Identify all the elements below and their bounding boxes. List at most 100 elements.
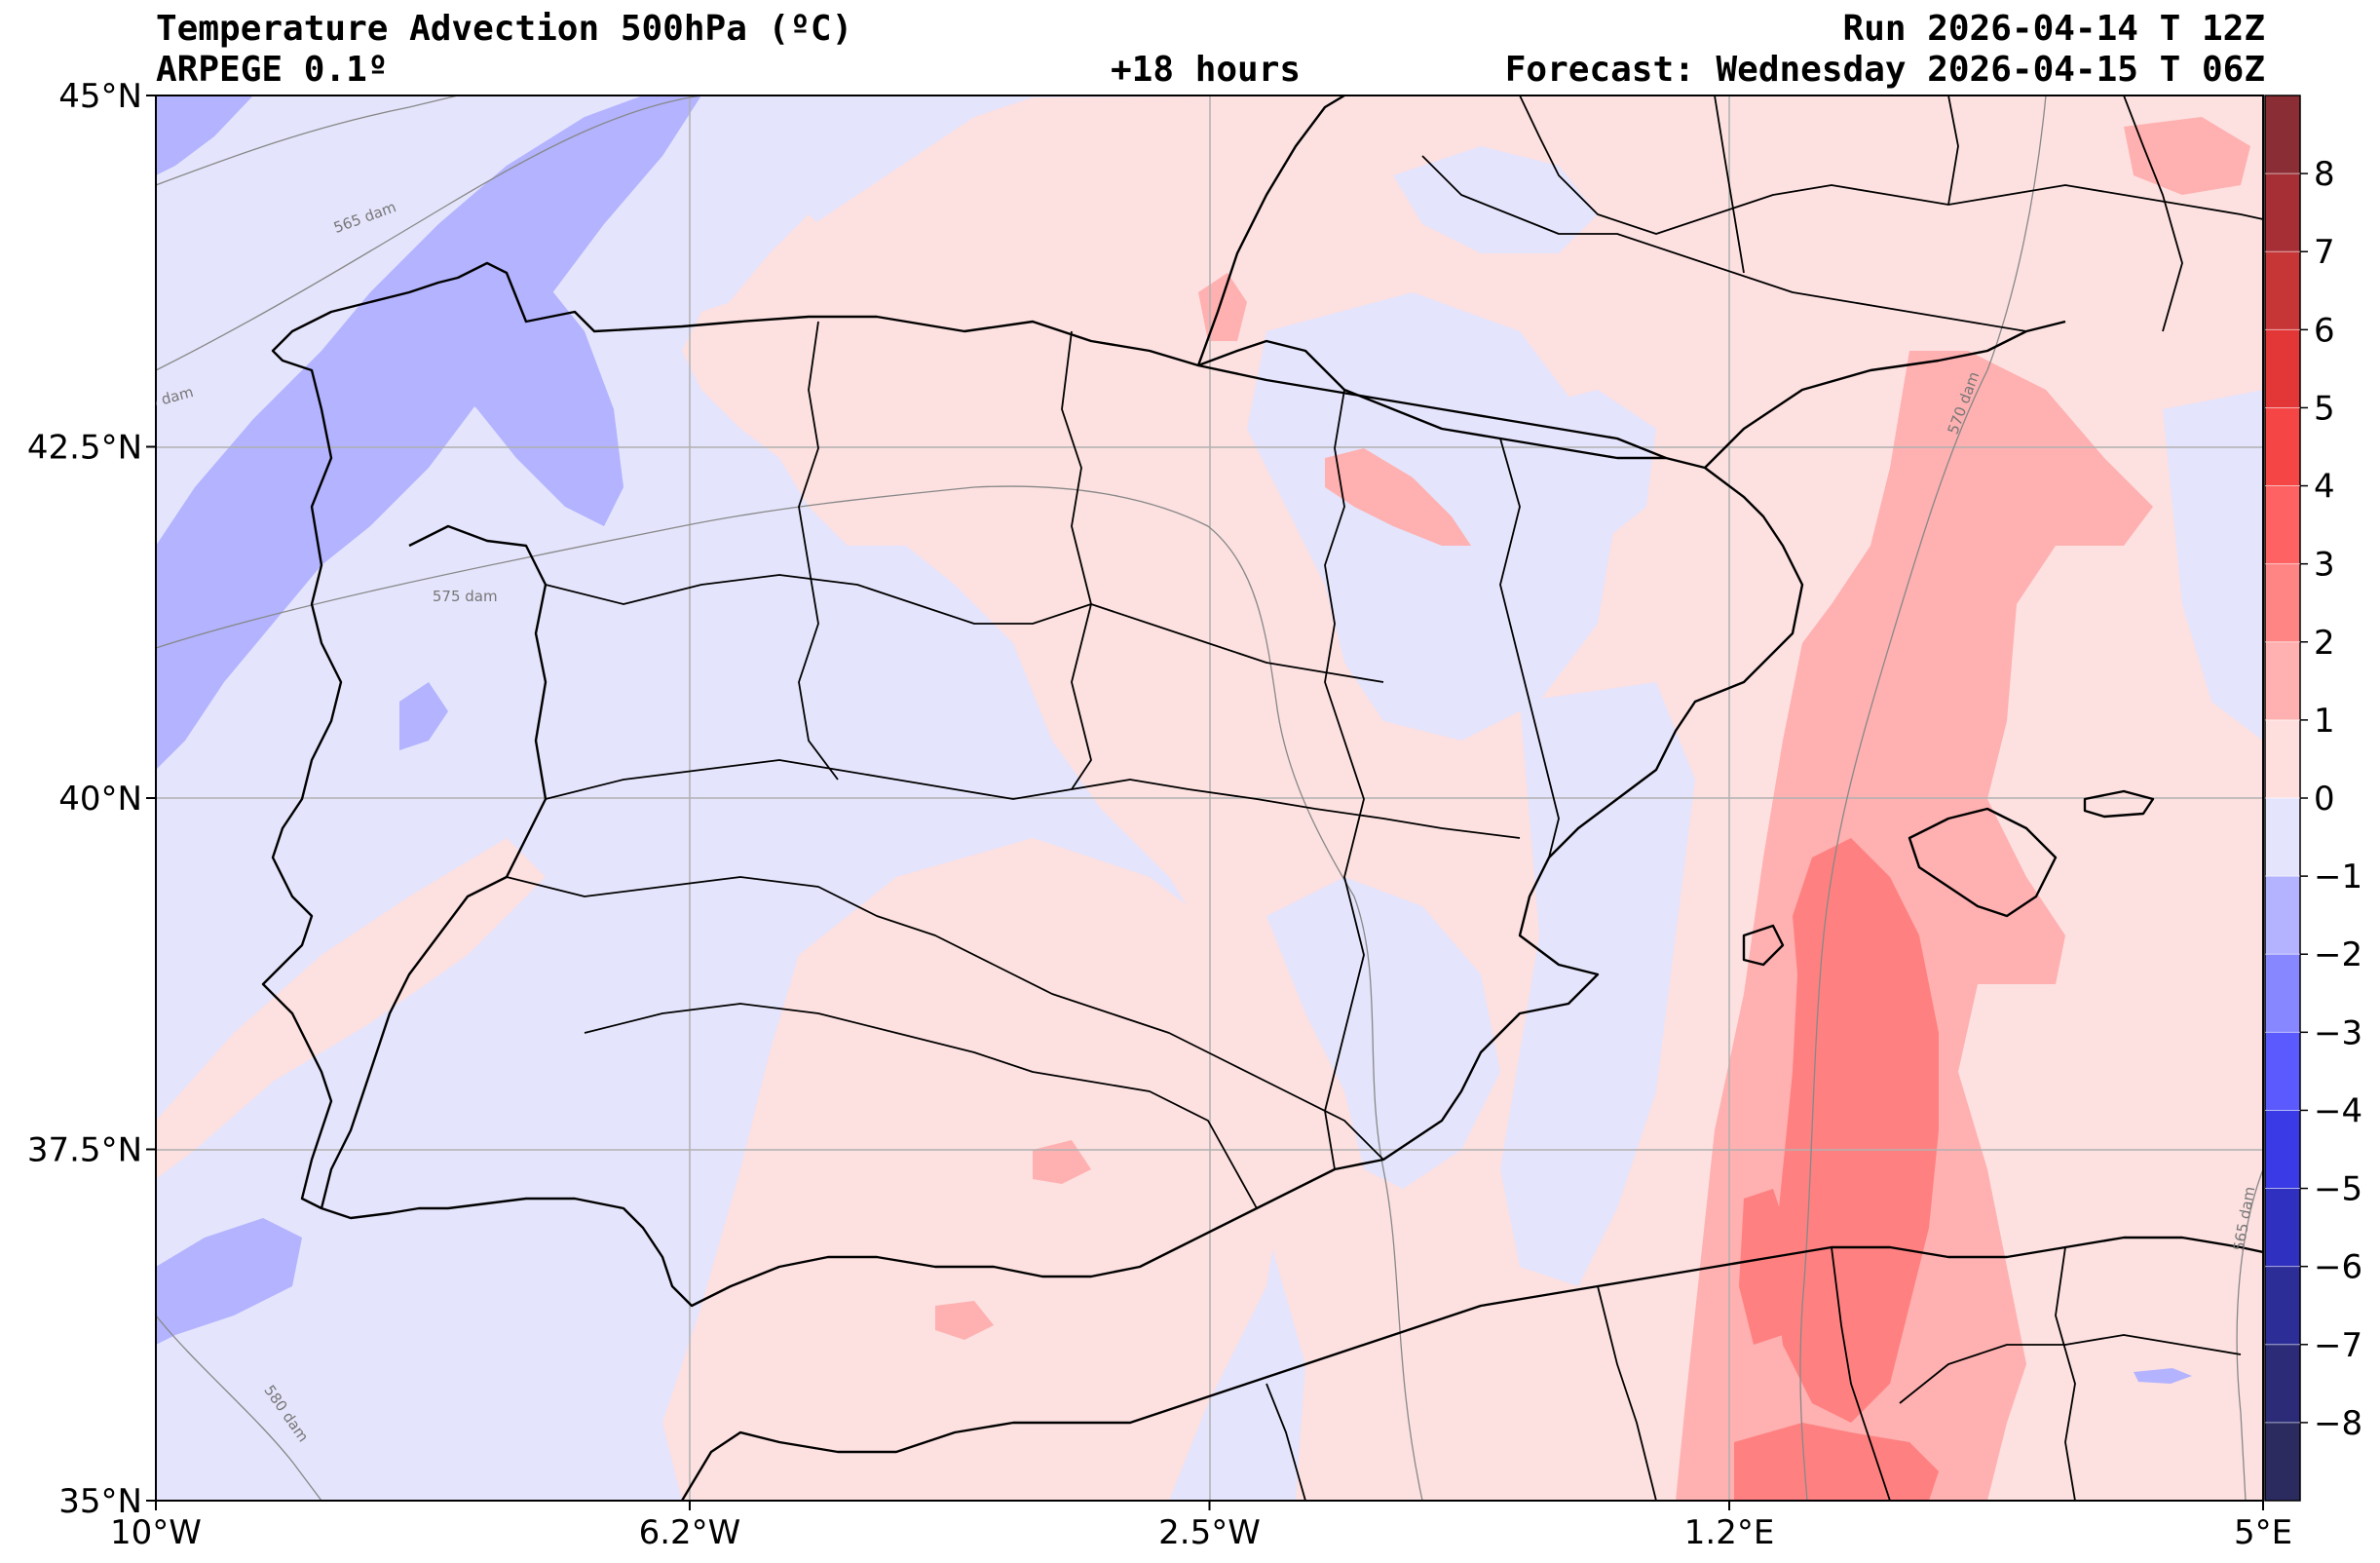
model-label: ARPEGE 0.1º [156, 50, 389, 90]
cold-area-murcia [1266, 877, 1500, 1189]
colorbar-tick-label: 2 [2314, 624, 2335, 663]
colorbar-segment [2265, 1032, 2300, 1111]
colorbar-tick-label: −3 [2314, 1013, 2362, 1052]
region-border-i [1421, 155, 2027, 332]
colorbar-tick-label: 7 [2314, 233, 2335, 272]
cold-area-east-coast [2163, 390, 2263, 741]
lat-tick-label: 35°N [58, 1482, 142, 1521]
warm-strong-south [1739, 1189, 1793, 1345]
warm-mid-south-b [935, 1301, 994, 1340]
ibiza [1742, 924, 1785, 967]
contour-label: 575 dam [433, 588, 498, 605]
portugal-spain-border [320, 524, 548, 1209]
colorbar-segment [2265, 407, 2300, 487]
region-border-d [798, 321, 839, 781]
run-label: Run 2026-04-14 T 12Z [1842, 9, 2265, 49]
warm-strong-bottom [1734, 1423, 1939, 1501]
geopotential-contours [156, 95, 2263, 1501]
colorbar-segment [2265, 1188, 2300, 1268]
lon-tick-label: 2.5°W [1158, 1513, 1261, 1552]
lat-tick-label: 45°N [58, 77, 142, 116]
warm-mid-ebro [1325, 448, 1471, 546]
warm-strong-core [1773, 838, 1939, 1423]
colorbar-tick-label: −2 [2314, 935, 2362, 974]
region-border-q [2055, 1246, 2076, 1501]
contour-570-west [156, 95, 702, 371]
cold-mid-balearic [2134, 1368, 2192, 1384]
cold-area-pyrenees [1393, 146, 1598, 253]
lon-tick-label: 6.2°W [639, 1513, 741, 1552]
lon-tick-label: 1.2°E [1684, 1513, 1775, 1552]
region-border-a [545, 574, 1384, 683]
colorbar-tick-label: 4 [2314, 468, 2335, 507]
cold-mid-atlantic-south [156, 1218, 302, 1345]
colorbar-segment [2265, 1344, 2300, 1424]
colorbar-tick-label: 0 [2314, 780, 2335, 819]
region-border-l [1947, 95, 1959, 206]
colorbar-segment [2265, 798, 2300, 877]
colorbar-tick-label: 8 [2314, 155, 2335, 194]
chart-title: Temperature Advection 500hPa (ºC) [156, 9, 853, 49]
region-border-n [1266, 1383, 1306, 1501]
cold-mid-atlantic-north [156, 95, 253, 175]
region-border-j [1519, 95, 2263, 235]
colorbar-segment [2265, 251, 2300, 330]
region-border-h [584, 1003, 1258, 1209]
colorbar-segment [2265, 1422, 2300, 1502]
contour-570-east [1799, 95, 2047, 1501]
colorbar-tick-label: −7 [2314, 1326, 2362, 1365]
contour-575 [156, 485, 1423, 1501]
region-border-r [1899, 1334, 2242, 1404]
coastlines-borders [261, 95, 2263, 1501]
colorbar-tick-label: 3 [2314, 546, 2335, 585]
region-border-p [1831, 1246, 1891, 1501]
lead-time-label: +18 hours [1111, 50, 1302, 90]
menorca [2083, 789, 2155, 819]
colorbar-tick-label: −4 [2314, 1091, 2362, 1130]
colorbar-tick-label: −8 [2314, 1404, 2362, 1443]
gulf-lion-coast [1704, 320, 2066, 469]
colorbar-segment [2265, 485, 2300, 565]
colorbar-tick-label: −5 [2314, 1170, 2362, 1209]
colorbar-tick-label: 5 [2314, 389, 2335, 428]
region-border-b [545, 759, 1521, 839]
iberia-coastline [261, 261, 1804, 1308]
france-coast [1196, 95, 1345, 366]
cold-area-mediterranean [1500, 682, 1695, 1286]
cold-mid-galicia [390, 273, 623, 526]
lat-tick-label: 40°N [58, 780, 142, 819]
colorbar-segment [2265, 563, 2300, 643]
colorbar: 8 7 6 5 4 3 2 1 0 −1 −2 −3 −4 −5 −6 −7 −8 [2264, 95, 2362, 1502]
region-border-g [1499, 438, 1560, 858]
region-border-o [1597, 1285, 1657, 1501]
lat-tick-label: 42.5°N [27, 429, 142, 468]
colorbar-segment [2265, 954, 2300, 1033]
colorbar-segment [2265, 719, 2300, 799]
cold-area-ebro [1510, 390, 1656, 546]
lat-tick-label: 37.5°N [27, 1131, 142, 1170]
colorbar-tick-label: 6 [2314, 311, 2335, 350]
warm-mid-south-a [1033, 1140, 1091, 1184]
colorbar-segment [2265, 1266, 2300, 1346]
region-border-k [1714, 95, 1745, 274]
colorbar-tick-label: −1 [2314, 858, 2362, 896]
region-border-f [1324, 389, 1365, 1170]
lon-tick-label: 10°W [110, 1513, 202, 1552]
contour-580 [156, 1315, 322, 1501]
colorbar-segment [2265, 641, 2300, 721]
forecast-label: Forecast: Wednesday 2026-04-15 T 06Z [1504, 50, 2265, 90]
colorbar-segment [2265, 95, 2300, 174]
axis-ticks: 10°W 6.2°W 2.5°W 1.2°E 5°E 45°N 42.5°N 40°N 37.5… [27, 77, 2292, 1552]
colorbar-segment [2265, 876, 2300, 955]
region-border-e [1061, 330, 1092, 790]
warm-area-north [721, 214, 838, 331]
north-africa-coast [680, 1236, 2263, 1501]
lon-tick-label: 5°E [2234, 1513, 2292, 1552]
regional-borders [506, 95, 2263, 1501]
colorbar-segment [2265, 173, 2300, 252]
grid-lines [156, 95, 2263, 1501]
colorbar-tick-label: 1 [2314, 702, 2335, 741]
cold-mid-portugal [399, 682, 448, 750]
region-border-m [2123, 95, 2183, 332]
